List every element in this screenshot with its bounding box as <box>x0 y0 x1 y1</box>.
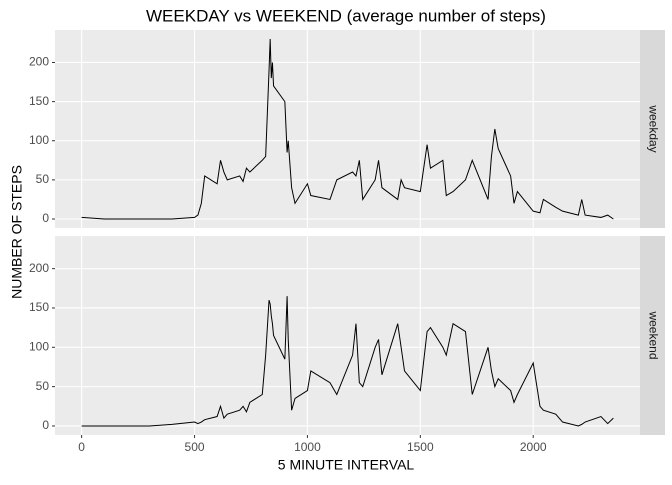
x-tick-label: 2000 <box>520 440 547 454</box>
y-tick-label: 150 <box>29 94 49 108</box>
y-tick-label: 100 <box>29 339 49 353</box>
chart-title: WEEKDAY vs WEEKEND (average number of st… <box>146 6 546 25</box>
data-line <box>81 296 614 427</box>
panel-background <box>55 236 640 435</box>
strip-label: weekend <box>646 310 660 359</box>
x-tick-label: 1500 <box>407 440 434 454</box>
x-axis-label: 5 MINUTE INTERVAL <box>278 457 415 473</box>
y-tick-label: 100 <box>29 133 49 147</box>
x-tick-label: 0 <box>78 440 85 454</box>
strip-background <box>640 236 665 435</box>
y-tick-label: 50 <box>36 172 50 186</box>
y-tick-label: 0 <box>42 211 49 225</box>
x-tick-label: 1000 <box>294 440 321 454</box>
panel-background <box>55 30 640 228</box>
y-tick-label: 0 <box>42 418 49 432</box>
strip-background <box>640 30 665 228</box>
y-axis-label: NUMBER OF STEPS <box>9 165 25 299</box>
data-line <box>81 38 614 220</box>
x-tick-label: 500 <box>185 440 205 454</box>
y-tick-label: 200 <box>29 55 49 69</box>
strip-label: weekday <box>646 104 660 152</box>
y-tick-label: 200 <box>29 261 49 275</box>
y-tick-label: 150 <box>29 300 49 314</box>
y-tick-label: 50 <box>36 379 50 393</box>
